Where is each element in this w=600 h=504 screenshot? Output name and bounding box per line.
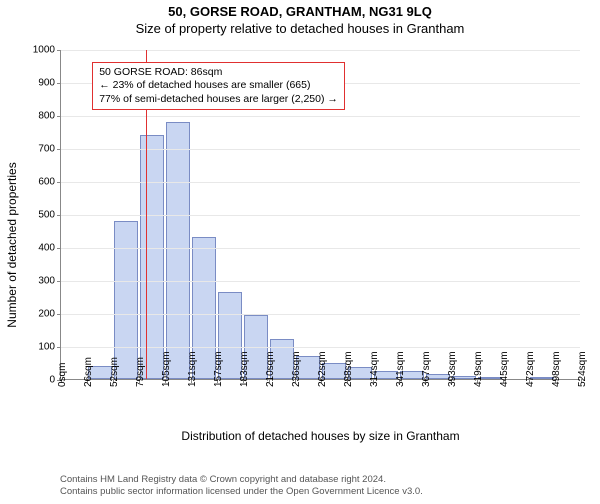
y-tick-label: 500 [38,210,61,221]
x-tick-label: 341sqm [395,351,406,387]
y-tick-label: 800 [38,111,61,122]
x-tick-label: 79sqm [135,357,146,387]
x-tick-label: 26sqm [83,357,94,387]
y-tick-label: 900 [38,78,61,89]
footer-line2: Contains public sector information licen… [60,486,423,498]
footer-line1: Contains HM Land Registry data © Crown c… [60,474,423,486]
x-tick-label: 472sqm [525,351,536,387]
x-tick-label: 52sqm [109,357,120,387]
annotation-line: ← 23% of detached houses are smaller (66… [99,79,338,93]
x-tick-label: 524sqm [577,351,588,387]
y-tick-label: 700 [38,144,61,155]
histogram-bar [166,122,191,379]
y-axis-label: Number of detached properties [5,95,19,395]
title-address: 50, GORSE ROAD, GRANTHAM, NG31 9LQ [0,4,600,19]
grid-line [61,281,580,282]
grid-line [61,182,580,183]
x-tick-label: 419sqm [473,351,484,387]
grid-line [61,314,580,315]
grid-line [61,347,580,348]
x-tick-label: 262sqm [317,351,328,387]
footer: Contains HM Land Registry data © Crown c… [60,474,423,498]
y-tick-label: 300 [38,276,61,287]
grid-line [61,248,580,249]
chart-container: Number of detached properties Distributi… [0,40,600,450]
grid-line [61,116,580,117]
annotation-line: 77% of semi-detached houses are larger (… [99,93,338,107]
grid-line [61,215,580,216]
y-tick-label: 600 [38,177,61,188]
x-tick-label: 498sqm [551,351,562,387]
title-block: 50, GORSE ROAD, GRANTHAM, NG31 9LQ Size … [0,4,600,36]
y-tick-label: 200 [38,309,61,320]
x-axis-title: Distribution of detached houses by size … [61,429,580,443]
plot-area: Distribution of detached houses by size … [60,50,580,380]
x-tick-label: 393sqm [447,351,458,387]
grid-line [61,50,580,51]
histogram-bar [114,221,139,379]
y-tick-label: 100 [38,342,61,353]
y-tick-label: 400 [38,243,61,254]
x-tick-label: 236sqm [291,351,302,387]
x-tick-label: 131sqm [187,351,198,387]
x-tick-label: 210sqm [265,351,276,387]
grid-line [61,149,580,150]
annotation-box: 50 GORSE ROAD: 86sqm← 23% of detached ho… [92,62,345,111]
x-tick-label: 157sqm [213,351,224,387]
x-tick-label: 445sqm [499,351,510,387]
x-tick-label: 314sqm [369,351,380,387]
title-subtitle: Size of property relative to detached ho… [0,21,600,36]
annotation-line: 50 GORSE ROAD: 86sqm [99,66,338,80]
x-tick-label: 105sqm [161,351,172,387]
x-tick-label: 0sqm [57,363,68,387]
histogram-bar [140,135,165,379]
x-tick-label: 183sqm [239,351,250,387]
y-tick-label: 1000 [33,45,61,56]
x-tick-label: 367sqm [421,351,432,387]
x-tick-label: 288sqm [343,351,354,387]
